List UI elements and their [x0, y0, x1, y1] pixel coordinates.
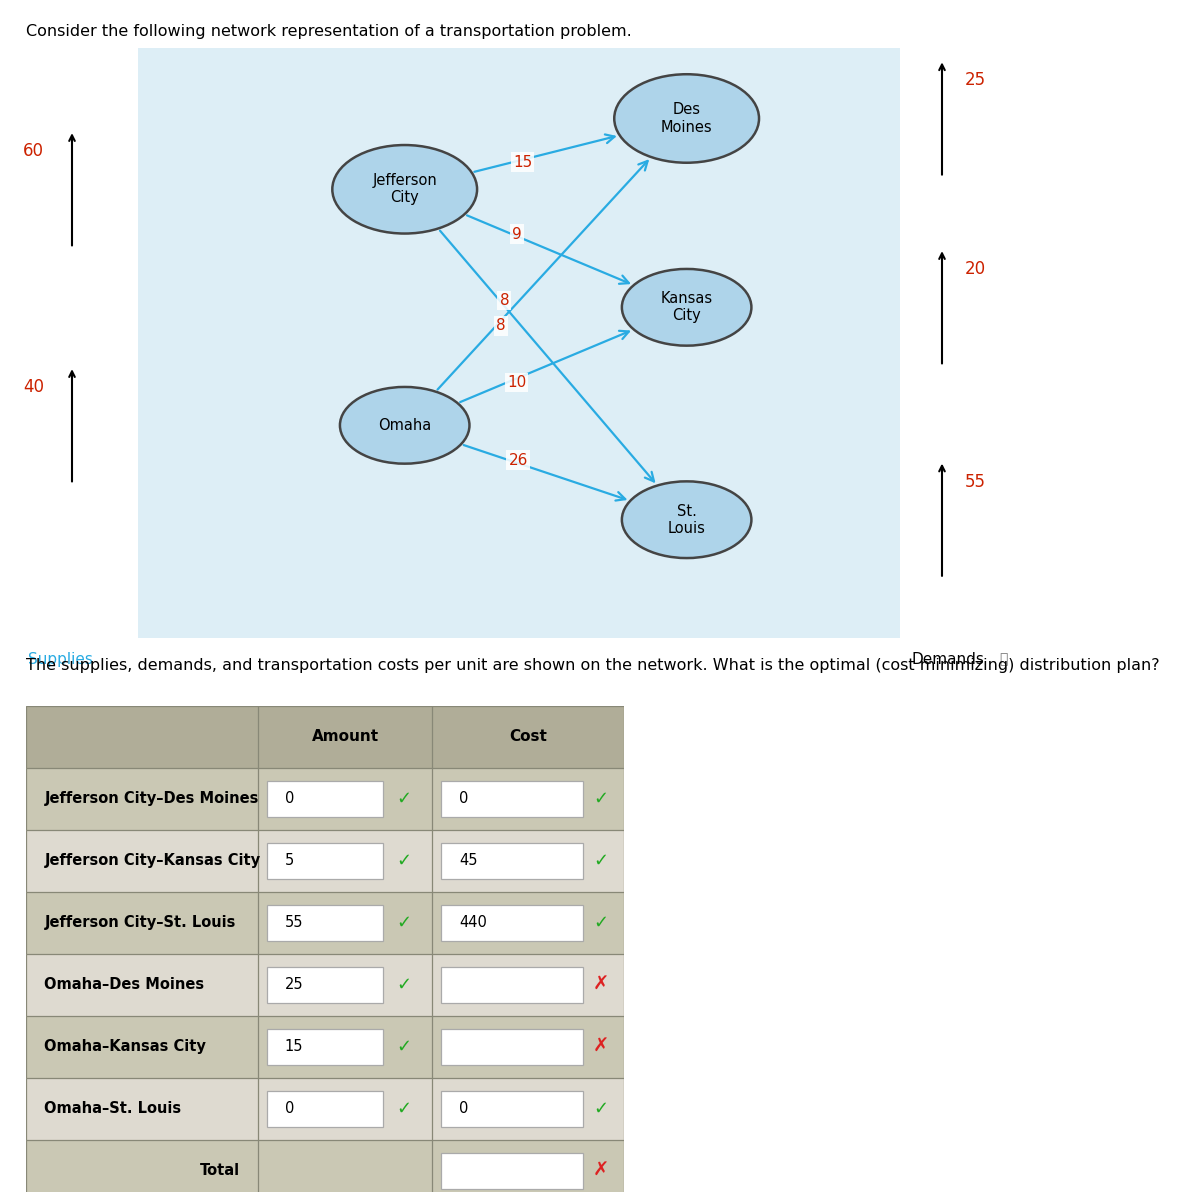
Bar — [432, 768, 624, 830]
Text: Cost: Cost — [509, 730, 547, 744]
Text: 55: 55 — [284, 915, 304, 930]
Text: 0: 0 — [284, 1101, 294, 1116]
FancyBboxPatch shape — [440, 905, 583, 940]
Bar — [26, 892, 258, 954]
Text: 9: 9 — [512, 226, 522, 242]
Text: ✓: ✓ — [593, 851, 608, 870]
Text: Demands: Demands — [912, 652, 984, 668]
Text: 40: 40 — [23, 378, 44, 396]
FancyBboxPatch shape — [440, 843, 583, 879]
Text: ✓: ✓ — [396, 1037, 412, 1056]
Text: Jefferson
City: Jefferson City — [372, 173, 437, 205]
Bar — [432, 1140, 624, 1192]
Text: The supplies, demands, and transportation costs per unit are shown on the networ: The supplies, demands, and transportatio… — [26, 658, 1160, 673]
Bar — [258, 892, 432, 954]
FancyBboxPatch shape — [440, 1091, 583, 1126]
FancyBboxPatch shape — [266, 967, 383, 1002]
Text: Omaha: Omaha — [378, 418, 431, 433]
Text: 55: 55 — [965, 472, 986, 491]
Ellipse shape — [622, 269, 751, 346]
FancyBboxPatch shape — [440, 781, 583, 817]
FancyBboxPatch shape — [266, 1091, 383, 1126]
Bar — [258, 768, 432, 830]
Text: 26: 26 — [509, 453, 528, 467]
Bar — [258, 1078, 432, 1140]
Text: 60: 60 — [23, 142, 44, 160]
Bar — [432, 830, 624, 892]
Bar — [26, 830, 258, 892]
Text: 20: 20 — [965, 260, 986, 278]
Text: 15: 15 — [284, 1039, 304, 1054]
Bar — [258, 1016, 432, 1078]
Text: Omaha–Kansas City: Omaha–Kansas City — [44, 1039, 206, 1054]
FancyBboxPatch shape — [266, 905, 383, 940]
Bar — [26, 1140, 258, 1192]
Text: Jefferson City–Kansas City: Jefferson City–Kansas City — [44, 853, 260, 868]
Bar — [26, 768, 258, 830]
Text: Supplies: Supplies — [28, 652, 92, 668]
Ellipse shape — [614, 74, 760, 163]
Text: Kansas
City: Kansas City — [660, 291, 713, 323]
Text: 25: 25 — [965, 72, 986, 89]
Text: Consider the following network representation of a transportation problem.: Consider the following network represent… — [26, 24, 632, 39]
Bar — [432, 1016, 624, 1078]
Ellipse shape — [332, 145, 478, 234]
Bar — [258, 1140, 432, 1192]
FancyBboxPatch shape — [266, 781, 383, 817]
Text: ✓: ✓ — [593, 1099, 608, 1118]
Text: 0: 0 — [458, 1101, 468, 1116]
FancyBboxPatch shape — [440, 967, 583, 1002]
Bar — [432, 1078, 624, 1140]
Text: ✓: ✓ — [593, 913, 608, 932]
Bar — [432, 892, 624, 954]
Text: 0: 0 — [458, 791, 468, 806]
Text: ✓: ✓ — [593, 789, 608, 808]
Text: Jefferson City–St. Louis: Jefferson City–St. Louis — [44, 915, 235, 930]
FancyBboxPatch shape — [440, 1029, 583, 1064]
FancyBboxPatch shape — [266, 843, 383, 879]
Text: ✗: ✗ — [593, 1161, 610, 1180]
Text: 45: 45 — [458, 853, 478, 868]
Text: ✓: ✓ — [396, 913, 412, 932]
Text: 25: 25 — [284, 977, 304, 992]
Text: Amount: Amount — [312, 730, 378, 744]
Bar — [258, 954, 432, 1016]
Bar — [258, 830, 432, 892]
Text: ⓘ: ⓘ — [1000, 652, 1008, 666]
Text: ✓: ✓ — [396, 975, 412, 994]
Ellipse shape — [340, 387, 469, 464]
Text: 10: 10 — [506, 375, 526, 390]
Text: ✗: ✗ — [593, 1037, 610, 1056]
Text: Omaha–Des Moines: Omaha–Des Moines — [44, 977, 204, 992]
Text: 0: 0 — [284, 791, 294, 806]
Text: St.
Louis: St. Louis — [667, 503, 706, 536]
Text: Des
Moines: Des Moines — [661, 103, 713, 135]
Text: 440: 440 — [458, 915, 487, 930]
Bar — [26, 1078, 258, 1140]
Bar — [432, 954, 624, 1016]
Text: Jefferson City–Des Moines: Jefferson City–Des Moines — [44, 791, 259, 806]
Text: ✓: ✓ — [396, 1099, 412, 1118]
Text: ✗: ✗ — [593, 975, 610, 994]
Bar — [26, 1016, 258, 1078]
FancyBboxPatch shape — [266, 1029, 383, 1064]
Text: Total: Total — [200, 1163, 240, 1178]
Text: 8: 8 — [496, 318, 505, 334]
Text: 5: 5 — [284, 853, 294, 868]
Text: ✓: ✓ — [396, 789, 412, 808]
Text: Omaha–St. Louis: Omaha–St. Louis — [44, 1101, 181, 1116]
Bar — [26, 954, 258, 1016]
Text: 15: 15 — [514, 155, 533, 169]
FancyBboxPatch shape — [440, 1153, 583, 1188]
Ellipse shape — [622, 482, 751, 558]
Text: ✓: ✓ — [396, 851, 412, 870]
Text: 8: 8 — [499, 293, 509, 308]
